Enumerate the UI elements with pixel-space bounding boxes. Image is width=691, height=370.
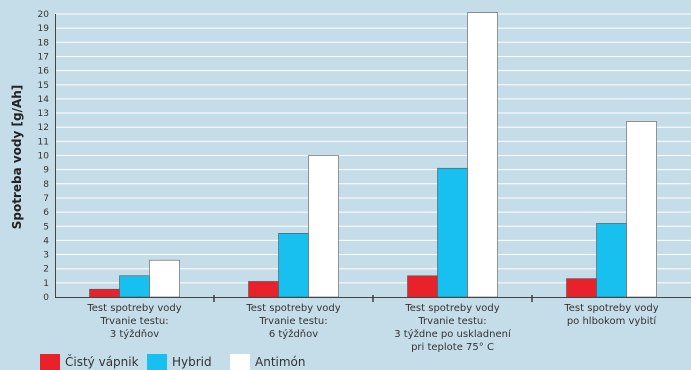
y-tick-label-13: 13 [38, 109, 49, 119]
y-axis-label: Spotreba vody [g/Ah] [10, 85, 24, 230]
y-tick-label-3: 3 [43, 251, 49, 261]
y-tick-label-6: 6 [43, 208, 49, 218]
bar-0-2 [407, 275, 438, 298]
y-tick-label-15: 15 [38, 81, 49, 91]
y-tick-label-19: 19 [38, 24, 50, 34]
category-label-3-0: Test spotreby vody [563, 303, 658, 314]
bar-1-2 [437, 167, 468, 298]
y-tick-label-11: 11 [38, 137, 49, 147]
axis-layer [55, 14, 691, 302]
legend-swatch-1 [147, 354, 167, 370]
bar-0-1 [248, 281, 279, 298]
bar-0-0 [89, 288, 120, 298]
bar-0-3 [566, 278, 597, 298]
legend-swatch-0 [40, 354, 60, 370]
category-label-1-2: 6 týždňov [269, 328, 318, 340]
bar-2-3 [626, 121, 657, 298]
y-tick-label-0: 0 [43, 293, 49, 303]
legend-layer: Čistý vápnik Hybrid Antimón [40, 354, 306, 370]
category-label-1-1: Trvanie testu: [258, 316, 327, 327]
bar-1-0 [119, 275, 150, 298]
y-tick-label-2: 2 [43, 265, 49, 275]
category-label-3-1: po hlbokom vybití [567, 315, 658, 327]
y-tick-label-7: 7 [43, 194, 49, 204]
grid-layer [55, 13, 691, 284]
category-label-0-2: 3 týždňov [110, 328, 159, 340]
legend-label-1: Hybrid [172, 355, 212, 369]
y-tick-label-4: 4 [43, 236, 49, 246]
legend-swatch-2 [230, 354, 250, 370]
category-label-2-2: 3 týždne po uskladnení [394, 328, 512, 340]
y-tick-label-1: 1 [43, 279, 49, 289]
bar-2-2 [467, 12, 498, 298]
category-label-0-1: Trvanie testu: [99, 316, 168, 327]
y-tick-label-8: 8 [43, 180, 49, 190]
y-tick-label-9: 9 [43, 166, 49, 176]
y-tick-label-17: 17 [38, 52, 49, 62]
y-tick-label-5: 5 [43, 222, 49, 232]
bar-1-1 [278, 233, 309, 298]
legend-label-0: Čistý vápnik [65, 354, 139, 369]
bar-2-1 [308, 155, 339, 298]
y-tick-label-16: 16 [38, 67, 50, 77]
category-label-2-1: Trvanie testu: [417, 316, 486, 327]
bar-layer [89, 12, 657, 298]
bar-2-0 [149, 259, 180, 298]
category-label-2-3: pri teplote 75° C [411, 342, 494, 353]
y-tick-label-12: 12 [38, 123, 49, 133]
category-label-1-0: Test spotreby vody [245, 303, 340, 314]
category-label-2-0: Test spotreby vody [404, 303, 499, 314]
y-tick-label-14: 14 [38, 95, 50, 105]
y-tick-label-20: 20 [38, 10, 50, 20]
y-tick-label-10: 10 [38, 152, 50, 162]
bar-1-3 [596, 223, 627, 298]
legend-label-2: Antimón [255, 355, 306, 369]
category-label-0-0: Test spotreby vody [86, 303, 181, 314]
y-tick-label-18: 18 [38, 38, 50, 48]
